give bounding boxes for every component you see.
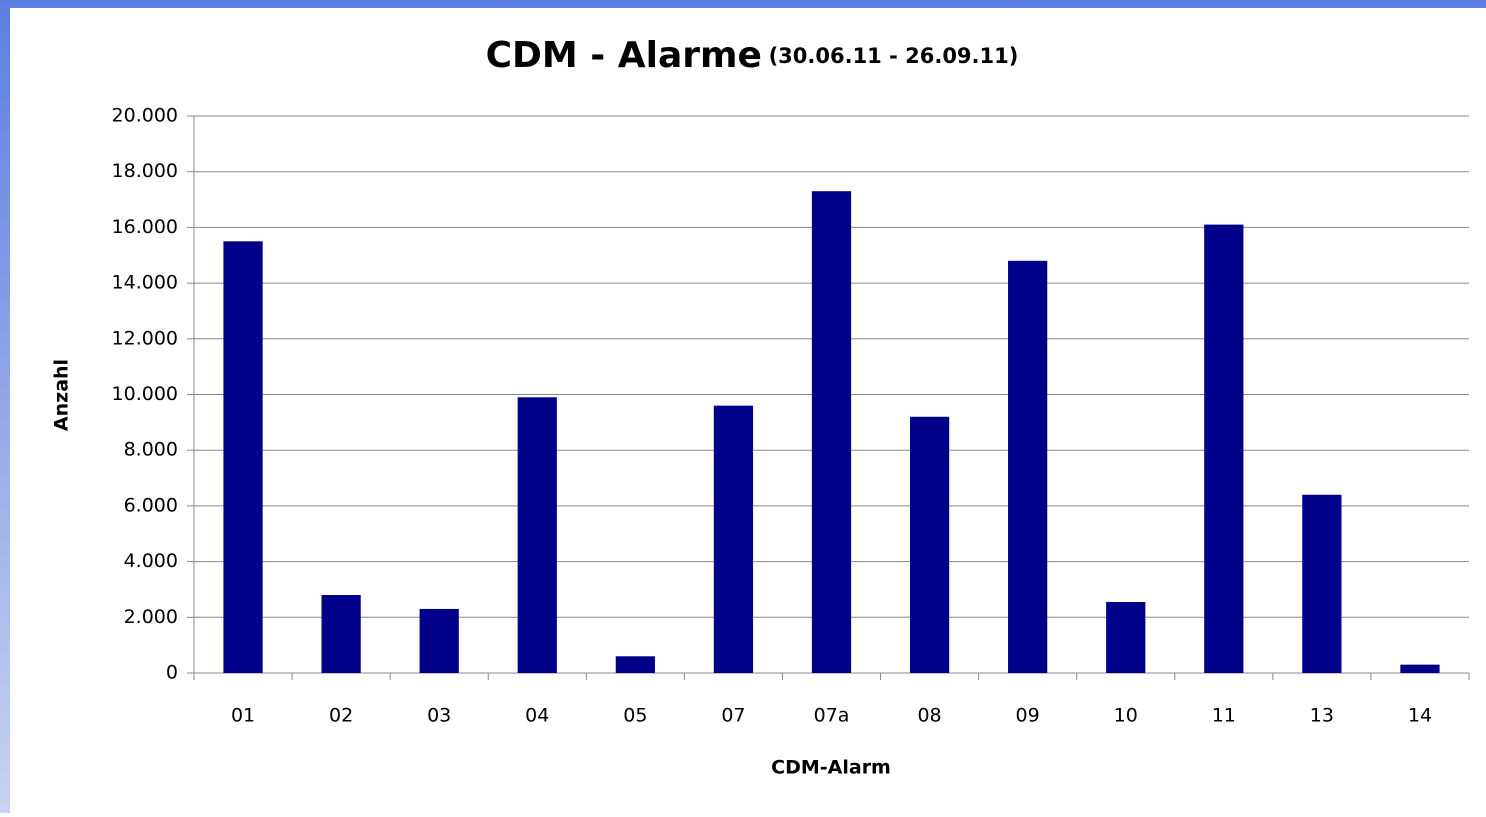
x-tick-label: 07 — [721, 705, 745, 727]
bar — [1204, 224, 1244, 674]
y-axis-label: Anzahl — [51, 359, 73, 431]
chart-title-group: CDM - Alarme (30.06.11 - 26.09.11) — [486, 35, 1019, 76]
y-tick-label: 2.000 — [124, 606, 178, 628]
x-tick-label: 14 — [1408, 705, 1432, 727]
bar — [811, 191, 852, 673]
bar — [615, 656, 655, 673]
y-tick-label: 6.000 — [124, 494, 178, 516]
y-tick-label: 4.000 — [124, 550, 178, 572]
x-tick-label: 10 — [1114, 705, 1138, 727]
y-tick-label: 18.000 — [112, 160, 178, 182]
x-tick-label: 01 — [231, 705, 255, 727]
x-axis-label: CDM-Alarm — [771, 757, 891, 779]
bar — [419, 608, 459, 673]
bar — [1400, 664, 1440, 673]
y-tick-label: 14.000 — [112, 272, 178, 294]
chart-subtitle: (30.06.11 - 26.09.11) — [769, 44, 1019, 68]
x-tick-label: 13 — [1310, 705, 1334, 727]
y-tick-label: 0 — [166, 662, 178, 684]
x-tick-label: 11 — [1212, 705, 1236, 727]
y-tick-label: 20.000 — [112, 105, 178, 127]
x-tick-label: 02 — [329, 705, 353, 727]
y-tick-label: 8.000 — [124, 439, 178, 461]
bar — [1106, 601, 1146, 673]
x-tick-label: 04 — [525, 705, 549, 727]
x-tick-label: 07a — [814, 705, 850, 727]
x-tick-label: 09 — [1016, 705, 1040, 727]
bar — [321, 595, 361, 673]
y-tick-label: 16.000 — [112, 216, 178, 238]
bar — [1008, 260, 1048, 673]
bar — [713, 405, 754, 673]
y-tick-label: 12.000 — [112, 327, 178, 349]
x-tick-label: 05 — [623, 705, 647, 727]
bar — [223, 241, 263, 673]
bar — [909, 416, 950, 673]
x-tick-label: 03 — [427, 705, 451, 727]
bar — [517, 397, 557, 673]
y-tick-label: 10.000 — [112, 383, 178, 405]
bar — [1302, 494, 1342, 673]
x-tick-label: 08 — [917, 705, 941, 727]
chart-title: CDM - Alarme — [486, 35, 762, 76]
